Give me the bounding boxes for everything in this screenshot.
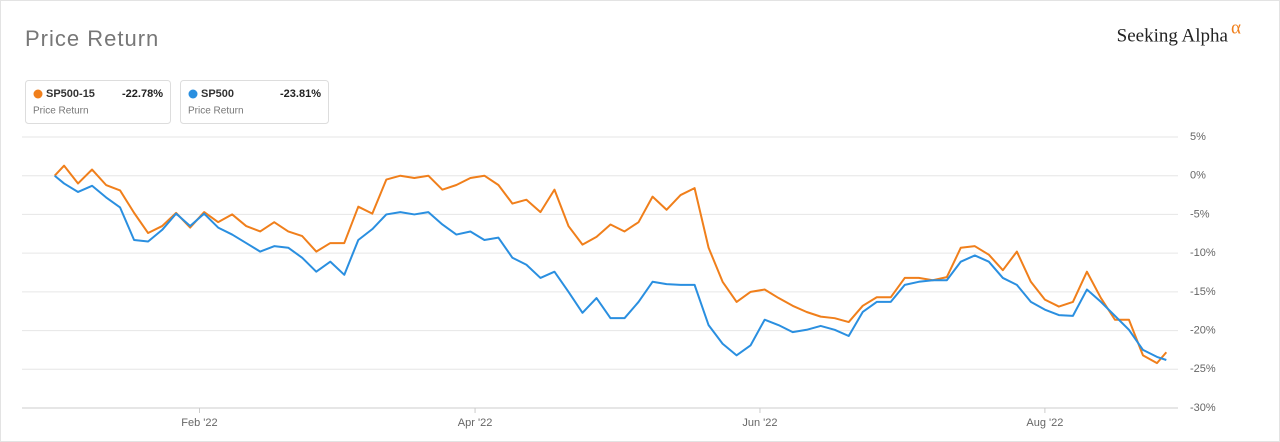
legend-return: -22.78%: [122, 88, 163, 100]
x-tick-label: Feb '22: [181, 417, 217, 429]
y-tick-label: -25%: [1190, 363, 1216, 375]
legend-return: -23.81%: [280, 88, 321, 100]
legend-dot: [33, 89, 43, 99]
x-tick-label: Aug '22: [1026, 417, 1063, 429]
legend-box: [25, 80, 171, 124]
y-tick-label: 5%: [1190, 131, 1206, 143]
brand: Seeking Alpha: [1117, 25, 1229, 46]
legend-name: SP500-15: [46, 88, 95, 100]
brand-mark: α: [1231, 17, 1241, 38]
legend-dot: [188, 89, 198, 99]
y-tick-label: -5%: [1190, 208, 1210, 220]
y-tick-label: 0%: [1190, 170, 1206, 182]
y-tick-label: -20%: [1190, 324, 1216, 336]
y-tick-label: -30%: [1190, 402, 1216, 414]
x-tick-label: Apr '22: [458, 417, 493, 429]
legend-subtitle: Price Return: [188, 106, 244, 117]
x-tick-label: Jun '22: [742, 417, 777, 429]
y-tick-label: -15%: [1190, 286, 1216, 298]
legend-name: SP500: [201, 88, 234, 100]
series-line: [53, 164, 1168, 365]
series-line: [54, 174, 1167, 361]
chart-title: Price Return: [25, 26, 159, 51]
y-tick-label: -10%: [1190, 247, 1216, 259]
legend-subtitle: Price Return: [33, 106, 89, 117]
legend-box: [180, 80, 329, 124]
